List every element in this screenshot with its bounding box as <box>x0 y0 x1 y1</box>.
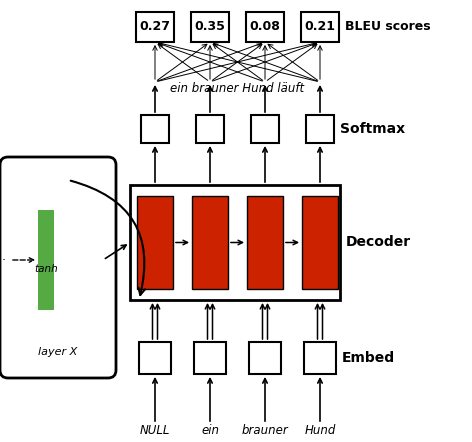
FancyBboxPatch shape <box>301 12 339 42</box>
Text: ein: ein <box>201 423 219 437</box>
Text: 0.35: 0.35 <box>194 20 226 34</box>
FancyBboxPatch shape <box>191 12 229 42</box>
FancyBboxPatch shape <box>246 12 284 42</box>
FancyBboxPatch shape <box>306 115 334 143</box>
Text: Hund: Hund <box>304 423 336 437</box>
FancyBboxPatch shape <box>247 196 283 289</box>
Text: 0.21: 0.21 <box>304 20 336 34</box>
FancyBboxPatch shape <box>302 196 338 289</box>
Text: BLEU scores: BLEU scores <box>345 20 430 34</box>
Text: brauner: brauner <box>242 423 288 437</box>
Text: 0.08: 0.08 <box>250 20 280 34</box>
FancyBboxPatch shape <box>38 210 54 310</box>
Text: ein brauner Hund läuft: ein brauner Hund läuft <box>170 81 304 95</box>
FancyBboxPatch shape <box>249 342 281 374</box>
Text: layer X: layer X <box>38 347 77 357</box>
Text: ···: ··· <box>0 254 10 267</box>
Text: 0.27: 0.27 <box>140 20 170 34</box>
FancyBboxPatch shape <box>136 12 174 42</box>
Text: Softmax: Softmax <box>340 122 405 136</box>
FancyBboxPatch shape <box>251 115 279 143</box>
Text: Embed: Embed <box>342 351 395 365</box>
FancyBboxPatch shape <box>137 196 173 289</box>
Text: Decoder: Decoder <box>346 236 411 249</box>
FancyArrowPatch shape <box>71 181 145 295</box>
FancyBboxPatch shape <box>194 342 226 374</box>
Text: tanh: tanh <box>34 264 58 274</box>
FancyBboxPatch shape <box>141 115 169 143</box>
Text: NULL: NULL <box>140 423 170 437</box>
FancyBboxPatch shape <box>139 342 171 374</box>
FancyBboxPatch shape <box>0 157 116 378</box>
FancyBboxPatch shape <box>196 115 224 143</box>
FancyBboxPatch shape <box>304 342 336 374</box>
FancyBboxPatch shape <box>192 196 228 289</box>
FancyBboxPatch shape <box>130 185 340 300</box>
